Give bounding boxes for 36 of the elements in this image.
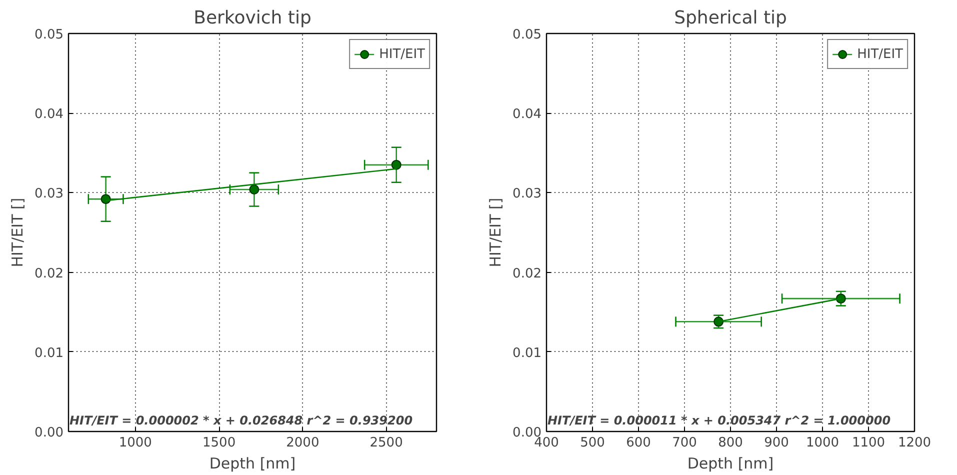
- x-tick-label: 800: [718, 436, 743, 450]
- y-tick-label: 0.05: [34, 28, 64, 42]
- x-tick-label: 600: [626, 436, 651, 450]
- point: [391, 160, 402, 170]
- x-tick-label: 700: [672, 436, 697, 450]
- x-tick-label: 1200: [898, 436, 932, 450]
- y-tick-label: 0.05: [512, 28, 542, 42]
- y-tick-label: 0.01: [34, 346, 64, 361]
- x-tick-label: 1500: [202, 436, 236, 450]
- legend-label: HIT/EIT: [379, 46, 425, 62]
- x-axis-title: Depth [nm]: [209, 454, 296, 472]
- y-tick-label: 0.04: [34, 107, 64, 122]
- legend-label: HIT/EIT: [857, 46, 903, 62]
- x-tick-label: 500: [580, 436, 605, 450]
- x-tick-label: 1000: [118, 436, 152, 450]
- y-axis-title: HIT/EIT []: [486, 198, 505, 268]
- point: [249, 184, 260, 195]
- y-tick-label: 0.03: [512, 186, 542, 202]
- x-tick-label: 1000: [806, 436, 840, 450]
- x-tick-label: 2500: [370, 436, 403, 450]
- y-tick-label: 0.01: [512, 346, 542, 361]
- annotation: HIT/EIT = 0.000002 * x + 0.026848 r^2 = 0.939200: [70, 414, 413, 428]
- point: [100, 194, 111, 204]
- y-tick-label: 0.00: [34, 426, 64, 440]
- x-axis-title: Depth [nm]: [687, 454, 774, 472]
- chart-title: Berkovich tip: [194, 8, 312, 28]
- x-tick-label: 1100: [852, 436, 886, 450]
- y-tick-label: 0.04: [512, 107, 542, 122]
- y-tick-label: 0.02: [34, 266, 64, 282]
- annotation: HIT/EIT = 0.000011 * x + 0.005347 r^2 = 1.000000: [548, 414, 891, 428]
- y-axis-title: HIT/EIT []: [8, 198, 27, 268]
- y-tick-label: 0.03: [34, 186, 64, 202]
- x-tick-label: 900: [764, 436, 789, 450]
- chart-title: Spherical tip: [674, 8, 787, 28]
- x-tick-label: 2000: [286, 436, 320, 450]
- y-tick-label: 0.02: [512, 266, 542, 282]
